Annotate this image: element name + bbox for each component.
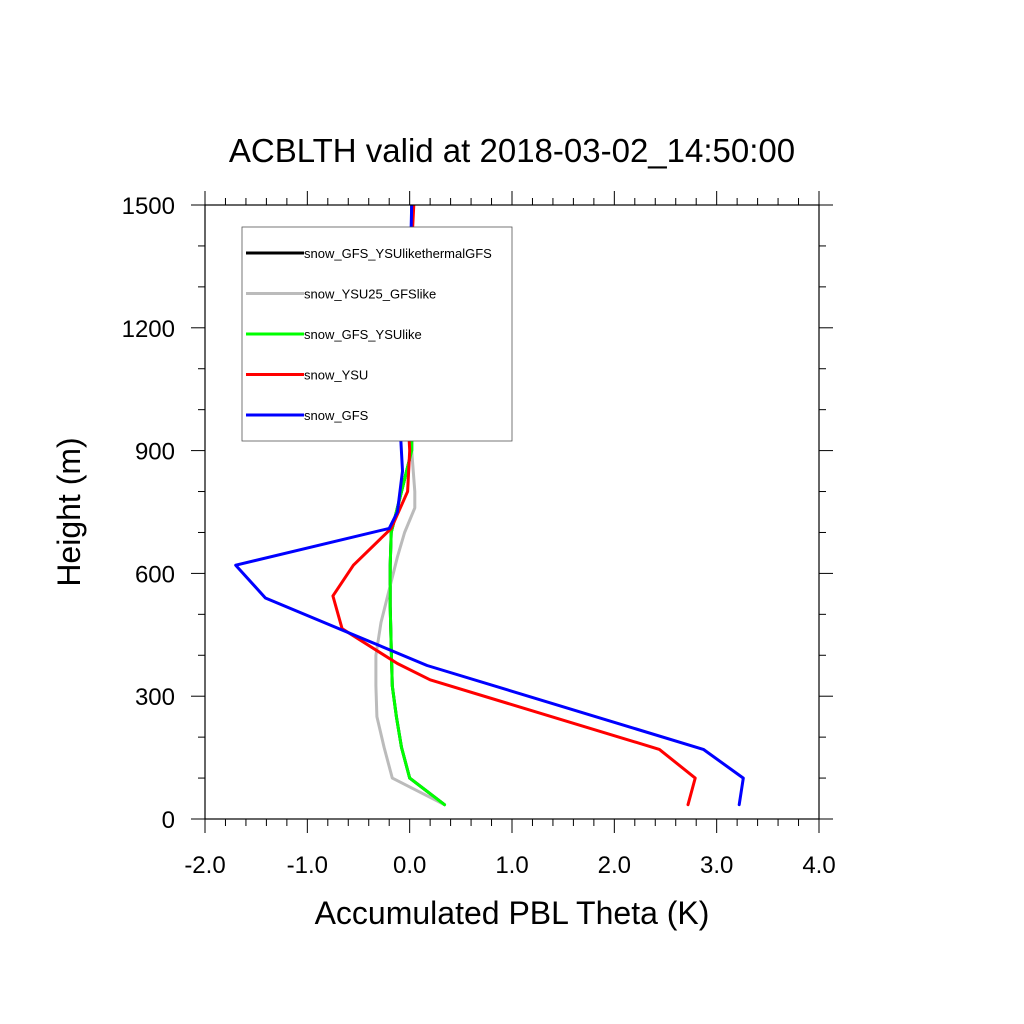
y-tick-label: 900 (135, 439, 175, 466)
x-tick-label: -1.0 (287, 852, 328, 879)
y-tick-label: 300 (135, 684, 175, 711)
legend-label: snow_YSU25_GFSlike (304, 287, 436, 302)
legend-item: snow_GFS_YSUlike (246, 327, 422, 342)
y-axis-label: Height (m) (51, 437, 87, 586)
x-axis-label: Accumulated PBL Theta (K) (315, 895, 710, 931)
y-tick-labels: 0 300 600 900 1200 1500 (122, 193, 175, 834)
y-tick-label: 600 (135, 561, 175, 588)
legend-label: snow_YSU (304, 368, 368, 383)
y-tick-label: 1500 (122, 193, 175, 220)
legend-label: snow_GFS (304, 408, 369, 423)
x-tick-label: 1.0 (495, 852, 528, 879)
legend-item: snow_YSU (246, 368, 368, 383)
legend-label: snow_GFS_YSUlike (304, 327, 422, 342)
y-tick-label: 0 (162, 807, 175, 834)
x-tick-label: -2.0 (184, 852, 225, 879)
legend-item: snow_GFS_YSUlikethermalGFS (246, 246, 492, 261)
legend-item: snow_YSU25_GFSlike (246, 287, 436, 302)
axes-layer (191, 191, 833, 833)
x-tick-label: 2.0 (598, 852, 631, 879)
y-tick-label: 1200 (122, 316, 175, 343)
x-tick-label: 3.0 (700, 852, 733, 879)
legend: snow_GFS_YSUlikethermalGFS snow_YSU25_GFS… (241, 226, 513, 442)
x-tick-label: 4.0 (802, 852, 835, 879)
legend-item: snow_GFS (246, 408, 369, 423)
legend-label: snow_GFS_YSUlikethermalGFS (304, 246, 492, 261)
chart-title: ACBLTH valid at 2018-03-02_14:50:00 (229, 132, 795, 169)
x-tick-labels: -2.0 -1.0 0.0 1.0 2.0 3.0 4.0 (184, 852, 835, 879)
x-tick-label: 0.0 (393, 852, 426, 879)
